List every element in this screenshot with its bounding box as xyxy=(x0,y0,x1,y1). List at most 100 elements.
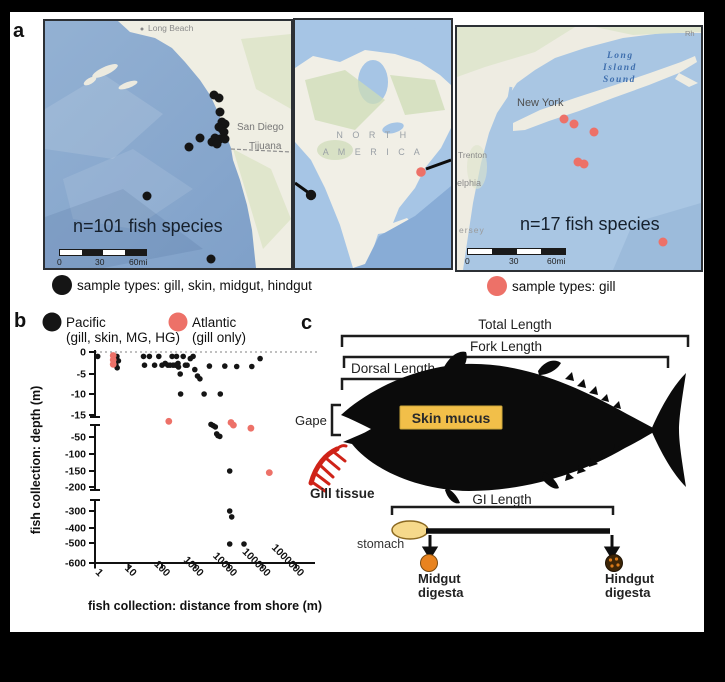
city-label-jersey-partial: ersey xyxy=(459,225,485,235)
data-point xyxy=(115,358,122,364)
sample-site-dot xyxy=(220,134,230,144)
data-point xyxy=(233,363,240,370)
sample-site-dot xyxy=(214,93,224,103)
atlantic-sample-dot-icon xyxy=(487,276,507,296)
data-point xyxy=(217,433,223,440)
map-pacific-coast: Long Beach San Diego Tijuana n=101 fish … xyxy=(43,19,293,270)
y-tick-label: -50 xyxy=(71,432,86,444)
sample-site-dot xyxy=(569,119,579,129)
sample-site-dot xyxy=(589,127,599,137)
pacific-legend: sample types: gill, skin, midgut, hindgu… xyxy=(52,275,312,295)
city-label-long-beach: Long Beach xyxy=(148,23,194,33)
sample-site-dot xyxy=(212,139,222,149)
pacific-legend-text: sample types: gill, skin, midgut, hindgu… xyxy=(77,277,312,293)
scale-end: 60mi xyxy=(547,256,566,266)
continent-label-america: A M E R I C A xyxy=(322,147,424,157)
data-point xyxy=(94,353,101,360)
data-point xyxy=(169,353,175,360)
data-point xyxy=(165,417,173,425)
panel-b-label: b xyxy=(14,310,27,332)
data-point xyxy=(226,468,233,474)
skin-mucus-label: Skin mucus xyxy=(412,410,491,426)
data-point xyxy=(177,371,183,377)
atlantic-scale-bar xyxy=(467,248,566,255)
data-point xyxy=(201,391,207,397)
y-axis xyxy=(90,350,100,563)
fork-length-label: Fork Length xyxy=(470,339,542,354)
panel-a-label: a xyxy=(13,20,25,42)
data-point xyxy=(241,541,247,547)
data-point xyxy=(184,362,190,368)
panel-c-label: c xyxy=(301,312,312,334)
data-point xyxy=(257,355,263,362)
hindgut-digesta-shape xyxy=(605,554,623,572)
data-point xyxy=(222,363,228,369)
city-label-rhode-partial: Rh xyxy=(685,29,695,38)
sample-site-dot xyxy=(142,191,152,201)
y-axis-title: fish collection: depth (m) xyxy=(29,386,43,535)
sample-site-dot xyxy=(207,137,217,147)
data-point xyxy=(249,363,255,370)
water-label-island: Island xyxy=(603,63,637,73)
figure-canvas: a Long B xyxy=(10,12,704,632)
pacific-sample-dot-icon xyxy=(52,275,72,295)
data-point xyxy=(109,360,117,368)
data-point xyxy=(180,353,186,360)
data-point xyxy=(141,362,148,368)
sample-site-dot xyxy=(573,157,583,167)
city-label-philadelphia-partial: elphia xyxy=(457,178,482,188)
y-tick-label: -150 xyxy=(65,466,86,478)
water-label-sound: Sound xyxy=(603,75,636,85)
x-tick-label: 10 xyxy=(122,562,139,579)
map-pacific-geography xyxy=(45,21,291,268)
depth-distance-scatter-plot: Pacific(gill, skin, MG, HG) Atlantic(gill… xyxy=(29,312,322,613)
map-overview-geography xyxy=(295,20,451,268)
data-point xyxy=(156,353,162,360)
data-point xyxy=(177,391,184,397)
scale-end: 60mi xyxy=(129,257,148,267)
data-point xyxy=(206,363,213,369)
skin-mucus-box xyxy=(399,405,503,430)
scale-mid: 30 xyxy=(509,256,519,266)
water-label-long: Long xyxy=(607,51,634,61)
data-point xyxy=(146,353,153,360)
city-label-trenton: Trenton xyxy=(458,150,487,160)
continent-label-north: N O R T H xyxy=(336,130,410,140)
map-atlantic-geography xyxy=(457,27,701,270)
data-point xyxy=(175,364,182,370)
hindgut-label-line1: Hindgut xyxy=(605,571,655,586)
hindgut-arrow xyxy=(603,535,621,560)
midgut-label-line1: Midgut xyxy=(418,571,461,586)
midgut-label-line2: digesta xyxy=(418,585,464,600)
atlantic-legend: sample types: gill xyxy=(487,276,616,296)
midgut-arrow xyxy=(421,535,439,560)
data-point xyxy=(140,353,147,360)
y-tick-label: -600 xyxy=(65,558,86,570)
y-tick-label: -15 xyxy=(71,410,86,422)
pacific-scale-bar xyxy=(59,249,147,256)
overview-atlantic-site-dot xyxy=(416,167,426,177)
map-atlantic-coast: Long Island Sound New York Trenton elphi… xyxy=(455,25,703,272)
total-length-label: Total Length xyxy=(478,317,552,332)
scale-zero: 0 xyxy=(465,256,470,266)
y-tick-label: -400 xyxy=(65,523,86,535)
legend-pacific-dot xyxy=(42,312,62,332)
scale-zero: 0 xyxy=(57,257,62,267)
data-point xyxy=(212,424,219,430)
data-point xyxy=(192,366,198,373)
gill-tissue-label: Gill tissue xyxy=(310,486,375,501)
x-tick-label: 1000 xyxy=(181,554,206,579)
sample-site-dot xyxy=(219,127,229,137)
y-tick-label: -300 xyxy=(65,506,86,518)
data-point xyxy=(226,541,233,547)
data-point xyxy=(151,362,158,368)
x-tick-label: 10000 xyxy=(210,550,239,579)
fish-anatomy-diagram: c Total Length Fork Length Dorsal Length… xyxy=(295,312,690,600)
city-label-new-york: New York xyxy=(517,97,564,109)
y-tick-label: 0 xyxy=(80,347,86,359)
map-north-america-overview: N O R T H A M E R I C A xyxy=(293,18,453,270)
sample-site-dot xyxy=(579,159,589,169)
y-tick-label: -500 xyxy=(65,538,86,550)
x-tick-label: 100 xyxy=(151,558,172,579)
